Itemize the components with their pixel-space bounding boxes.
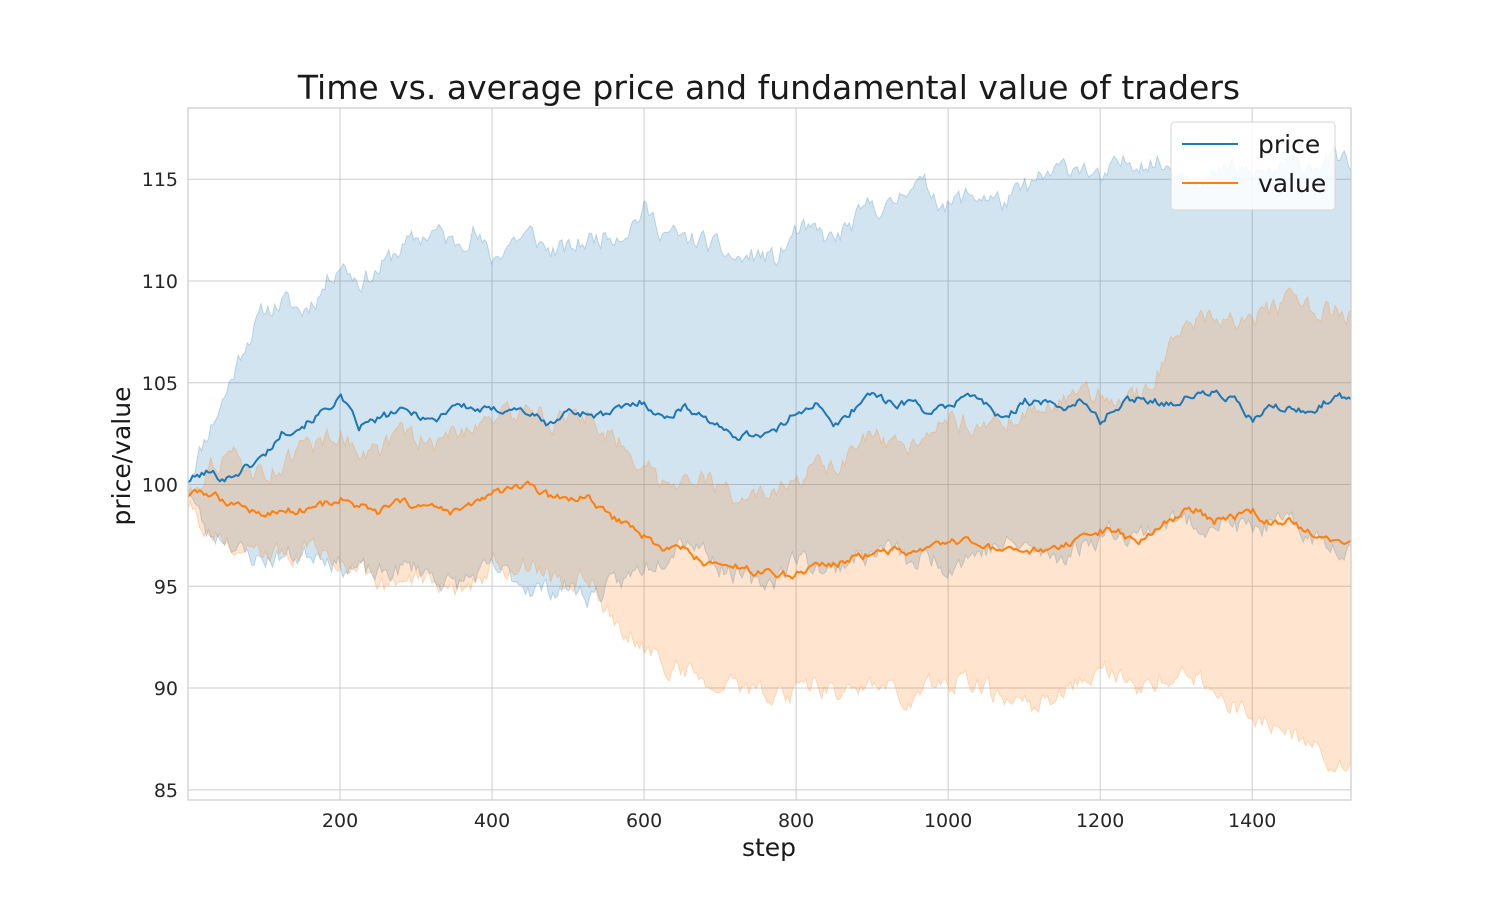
x-tick-label: 600 — [626, 810, 662, 832]
legend: price value — [1170, 121, 1336, 211]
legend-label-price: price — [1258, 130, 1320, 159]
y-tick-label: 105 — [142, 373, 178, 395]
y-tick-label: 110 — [142, 271, 178, 293]
x-tick-label: 800 — [778, 810, 814, 832]
x-tick-label: 200 — [322, 810, 358, 832]
y-tick-labels: 85 90 95 100 105 110 115 — [142, 169, 178, 802]
plot-frame — [187, 107, 1352, 801]
y-axis-label: price/value — [107, 387, 136, 526]
y-tick-label: 95 — [154, 576, 178, 598]
plot-background — [188, 108, 1351, 800]
y-tick-label: 100 — [142, 475, 178, 497]
legend-label-value: value — [1258, 169, 1326, 198]
x-tick-label: 1200 — [1076, 810, 1124, 832]
x-tick-label: 1000 — [924, 810, 972, 832]
y-tick-label: 115 — [142, 169, 178, 191]
x-tick-label: 400 — [474, 810, 510, 832]
x-axis-label: step — [742, 833, 796, 862]
y-tick-label: 85 — [154, 780, 178, 802]
series-line-price — [187, 389, 1352, 483]
confidence-bands — [187, 143, 1352, 773]
x-tick-label: 1400 — [1228, 810, 1276, 832]
series-line-value — [187, 480, 1352, 580]
series-lines — [187, 389, 1352, 580]
y-grid — [188, 178, 1351, 791]
chart-title: Time vs. average price and fundamental v… — [297, 68, 1240, 107]
x-tick-labels: 200 400 600 800 1000 1200 1400 — [322, 810, 1276, 832]
y-tick-label: 90 — [154, 678, 178, 700]
x-grid — [339, 108, 1253, 800]
